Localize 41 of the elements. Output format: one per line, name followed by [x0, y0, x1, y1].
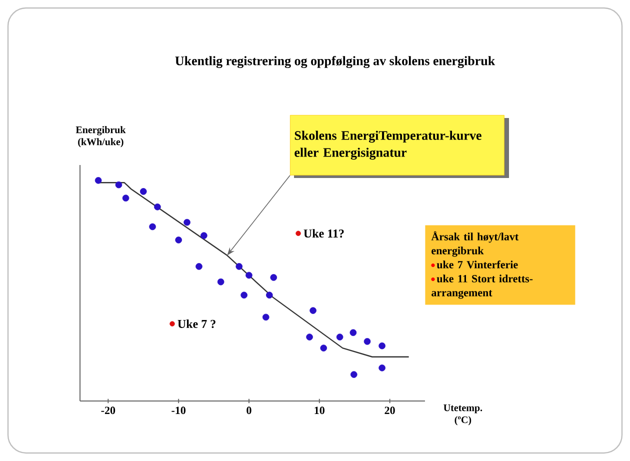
- point: [140, 188, 147, 195]
- x-axis-title: Utetemp. (ºC): [444, 404, 482, 426]
- point: [310, 307, 316, 314]
- annotation: Uke 7 ?: [178, 320, 216, 328]
- point: [184, 218, 190, 226]
- point: [350, 329, 357, 336]
- point: [154, 204, 161, 210]
- point: [336, 334, 344, 340]
- x-tick-label: -10: [172, 406, 186, 414]
- y-axis-title: Energibruk (kWh/uke): [76, 126, 126, 148]
- text: uke 11 Stort idretts-arrangement: [432, 274, 533, 299]
- text: uke 7 Vinterferie: [436, 260, 518, 268]
- point: [175, 236, 182, 244]
- point: [115, 181, 122, 188]
- point: [196, 263, 202, 270]
- point: [350, 371, 358, 378]
- point: [217, 278, 224, 286]
- point: [149, 223, 156, 230]
- point: [378, 342, 386, 350]
- point: [306, 334, 313, 340]
- point: [236, 263, 243, 270]
- annotation: Uke 11?: [304, 229, 344, 238]
- point: [122, 194, 130, 202]
- x-tick-label: 10: [314, 406, 324, 414]
- point: [240, 292, 248, 299]
- x-tick-label: -20: [101, 406, 116, 414]
- point: [320, 344, 328, 352]
- chart-title: Ukentlig registrering og oppfølging av skolens energibruk: [175, 56, 496, 68]
- point: [170, 321, 175, 326]
- point: [94, 177, 102, 184]
- x-tick-label: 0: [246, 406, 252, 414]
- point: [270, 274, 278, 281]
- annotation: Skolens EnergiTemperatur-kurve eller Energisignatur: [294, 130, 482, 160]
- point: [296, 230, 301, 236]
- point: [266, 292, 273, 299]
- point: [246, 272, 252, 279]
- point: [200, 232, 208, 239]
- point: [378, 364, 386, 372]
- point: [364, 338, 371, 345]
- point: [262, 314, 270, 321]
- x-tick-label: 20: [384, 406, 395, 414]
